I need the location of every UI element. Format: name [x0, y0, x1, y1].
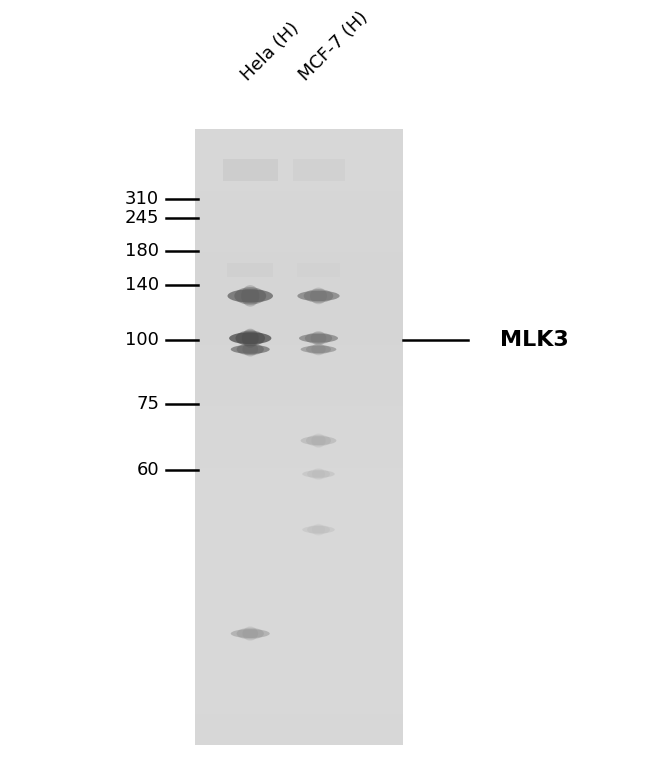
Text: MLK3: MLK3 [500, 331, 569, 350]
Ellipse shape [302, 526, 335, 533]
Ellipse shape [302, 470, 335, 478]
Ellipse shape [242, 328, 259, 348]
Ellipse shape [237, 343, 264, 355]
Ellipse shape [299, 334, 338, 343]
Ellipse shape [311, 331, 326, 346]
Bar [195, 191, 403, 221]
Ellipse shape [307, 525, 330, 535]
Text: 180: 180 [125, 242, 159, 260]
Ellipse shape [304, 289, 333, 303]
Ellipse shape [242, 626, 258, 640]
Bar [195, 283, 403, 314]
Ellipse shape [305, 332, 332, 344]
Ellipse shape [231, 345, 270, 353]
Text: 310: 310 [125, 191, 159, 209]
Ellipse shape [306, 435, 331, 447]
Bar [195, 314, 403, 345]
Ellipse shape [300, 436, 337, 445]
Bar [195, 437, 403, 468]
Ellipse shape [298, 291, 339, 301]
Ellipse shape [307, 469, 330, 479]
Ellipse shape [227, 289, 273, 303]
Text: 140: 140 [125, 276, 159, 294]
Text: MCF-7 (H): MCF-7 (H) [296, 9, 372, 84]
Ellipse shape [311, 433, 326, 448]
Bar [195, 375, 403, 406]
Bar [195, 560, 403, 591]
Ellipse shape [311, 343, 326, 355]
Bar [195, 252, 403, 283]
Bar [195, 591, 403, 622]
Text: 100: 100 [125, 332, 159, 350]
Bar [195, 129, 403, 160]
Bar [222, 159, 278, 181]
Text: 75: 75 [136, 395, 159, 413]
Ellipse shape [310, 288, 327, 304]
Bar [195, 683, 403, 714]
Ellipse shape [300, 346, 337, 353]
Ellipse shape [241, 285, 259, 307]
Ellipse shape [312, 468, 325, 480]
Bar [195, 160, 403, 191]
Text: 60: 60 [136, 461, 159, 479]
Bar [195, 622, 403, 652]
Text: 245: 245 [125, 209, 159, 227]
Ellipse shape [231, 630, 270, 638]
Ellipse shape [306, 345, 331, 354]
Bar [298, 263, 339, 278]
Bar [227, 263, 273, 278]
Ellipse shape [237, 628, 264, 640]
FancyBboxPatch shape [195, 129, 403, 745]
Bar [195, 345, 403, 375]
Ellipse shape [312, 524, 325, 536]
Bar [195, 498, 403, 529]
Bar [292, 159, 344, 181]
Bar [195, 406, 403, 437]
Ellipse shape [235, 331, 265, 346]
Text: Hela (H): Hela (H) [237, 20, 303, 84]
Ellipse shape [242, 343, 258, 357]
Ellipse shape [234, 287, 266, 305]
Ellipse shape [229, 332, 272, 344]
Bar [195, 221, 403, 252]
Bar [195, 529, 403, 560]
Bar [195, 468, 403, 498]
Bar [195, 714, 403, 745]
Bar [195, 652, 403, 683]
